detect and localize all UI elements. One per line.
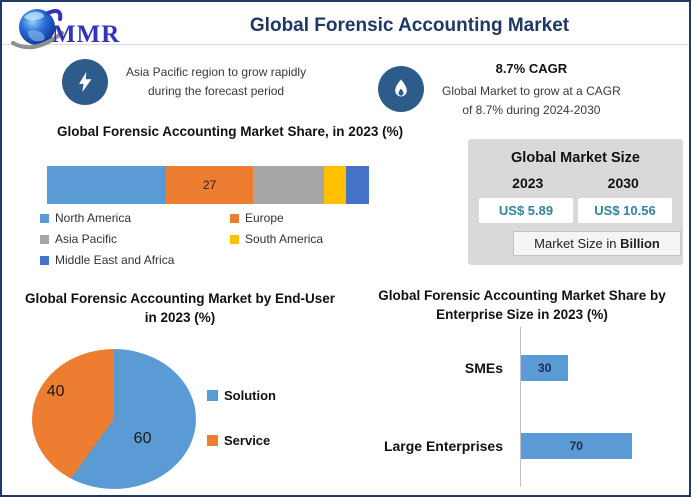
legend-swatch <box>40 234 49 244</box>
callout-cagr-text: 8.7% CAGR Global Market to grow at a CAG… <box>442 59 621 119</box>
end-user-chart-title: Global Forensic Accounting Market by End… <box>24 291 336 325</box>
callout-cagr: 8.7% CAGR Global Market to grow at a CAG… <box>378 59 621 119</box>
market-size-note: Market Size in Billion <box>513 231 681 256</box>
bar-segment-south-america <box>323 166 347 204</box>
market-share-stacked-bar: 27 <box>47 166 369 204</box>
segment-value-label: 27 <box>202 178 217 192</box>
pie-slice-label-service: 40 <box>46 382 65 400</box>
legend-label: South America <box>245 232 324 246</box>
end-user-legend: Solution Service <box>207 388 276 448</box>
market-size-years: 2023 2030 <box>468 175 683 191</box>
callout-line: Global Market to grow at a CAGR <box>442 84 621 99</box>
pie-slice-label-solution: 60 <box>133 430 152 448</box>
page-title: Global Forensic Accounting Market <box>249 15 570 36</box>
y-axis-line <box>520 327 521 487</box>
market-share-legend: North America Europe Asia Pacific South Ame… <box>40 211 380 267</box>
callout-asia-pacific: Asia Pacific region to grow rapidly duri… <box>62 59 306 105</box>
legend-label: Europe <box>245 211 284 225</box>
cagr-heading: 8.7% CAGR <box>495 61 568 76</box>
flame-icon <box>378 66 424 113</box>
header-divider <box>2 44 689 45</box>
value-2030-chip: US$ 10.56 <box>578 198 672 223</box>
legend-label: North America <box>55 211 132 225</box>
end-user-pie-chart: 60 40 <box>32 349 196 489</box>
legend-item-service: Service <box>207 433 276 448</box>
market-size-values: US$ 5.89 US$ 10.56 <box>468 198 683 223</box>
legend-swatch <box>230 213 239 223</box>
legend-label: Asia Pacific <box>55 232 118 246</box>
legend-swatch <box>40 255 49 265</box>
callout-line: Asia Pacific region to grow rapidly <box>126 65 307 80</box>
year-2023-label: 2023 <box>512 175 544 191</box>
bar: 70 <box>521 433 632 459</box>
bar-row-large-enterprises: Large Enterprises 70 <box>354 433 632 459</box>
legend-swatch <box>207 435 218 446</box>
legend-item-asia-pacific: Asia Pacific <box>40 232 230 246</box>
legend-swatch <box>40 213 49 223</box>
lightning-icon <box>62 59 108 105</box>
market-share-chart-title: Global Forensic Accounting Market Share,… <box>57 124 404 139</box>
enterprise-bar-chart: SMEs 30 Large Enterprises 70 <box>354 327 676 487</box>
category-label: Large Enterprises <box>383 438 503 454</box>
legend-swatch <box>230 234 239 244</box>
bar-value-label: 70 <box>569 439 583 453</box>
legend-label: Middle East and Africa <box>55 253 175 267</box>
legend-item-middle-east-and-africa: Middle East and Africa <box>40 253 230 267</box>
callout-line: of 8.7% during 2024-2030 <box>462 102 601 117</box>
legend-swatch <box>207 390 218 401</box>
legend-item-north-america: North America <box>40 211 230 225</box>
market-size-card: Global Market Size 2023 2030 US$ 5.89 US… <box>468 139 683 265</box>
year-2030-label: 2030 <box>607 175 639 191</box>
globe-icon <box>10 5 68 60</box>
legend-item-europe: Europe <box>230 211 380 225</box>
legend-label: Service <box>224 433 271 448</box>
bar-segment-europe: 27 <box>166 166 254 204</box>
bar-segment-north-america <box>47 166 167 204</box>
note-prefix: Market Size in <box>534 236 621 251</box>
legend-label: Solution <box>224 388 276 403</box>
logo-text: MMR <box>52 21 121 48</box>
legend-item-solution: Solution <box>207 388 276 403</box>
bar-row-smes: SMEs 30 <box>354 355 569 381</box>
market-size-title: Global Market Size <box>511 150 640 166</box>
note-unit: Billion <box>620 236 660 251</box>
bar: 30 <box>521 355 569 381</box>
enterprise-chart-title: Global Forensic Accounting Market Share … <box>378 288 666 322</box>
callout-line: during the forecast period <box>148 84 285 98</box>
value-2023-chip: US$ 5.89 <box>479 198 573 223</box>
category-label: SMEs <box>464 360 503 376</box>
legend-item-south-america: South America <box>230 232 380 246</box>
bar-value-label: 30 <box>538 361 552 375</box>
mmr-logo: MMR <box>10 5 120 60</box>
callout-asia-pacific-text: Asia Pacific region to grow rapidly duri… <box>126 63 306 100</box>
bar-segment-middle-east-and-africa <box>346 166 369 204</box>
bar-segment-asia-pacific <box>253 166 324 204</box>
